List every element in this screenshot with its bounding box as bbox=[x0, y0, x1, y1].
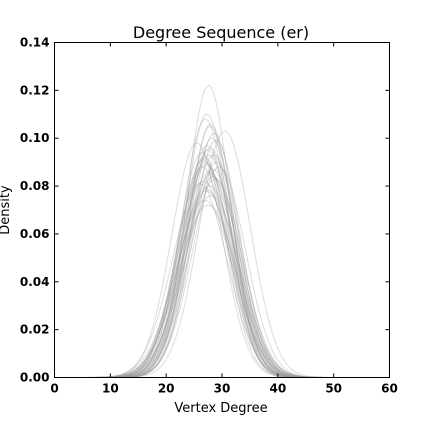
curves-group bbox=[54, 85, 390, 378]
y-tick-label-4: 0.08 bbox=[20, 179, 50, 193]
x-tick-label-40: 40 bbox=[269, 382, 286, 396]
y-tick-label-7: 0.14 bbox=[20, 36, 50, 50]
y-tick-label-5: 0.10 bbox=[20, 131, 50, 145]
density-curve-29 bbox=[54, 123, 390, 378]
y-tick-label-6: 0.12 bbox=[20, 83, 50, 97]
density-curve-13 bbox=[54, 199, 390, 378]
density-curve-14 bbox=[54, 125, 390, 378]
density-curve-17 bbox=[54, 180, 390, 378]
chart-title: Degree Sequence (er) bbox=[133, 23, 309, 42]
y-ticks-group: 0.00 0.02 0.04 0.06 0.08 0.10 0.12 0.14 bbox=[20, 36, 390, 385]
x-tick-label-50: 50 bbox=[325, 382, 342, 396]
x-axis-label: Vertex Degree bbox=[174, 401, 267, 416]
density-curve-28 bbox=[54, 204, 390, 378]
y-tick-label-2: 0.04 bbox=[20, 275, 50, 289]
x-tick-label-0: 0 bbox=[50, 382, 58, 396]
x-tick-label-20: 20 bbox=[158, 382, 175, 396]
y-tick-label-0: 0.00 bbox=[20, 371, 50, 385]
x-tick-label-60: 60 bbox=[381, 382, 398, 396]
plot-frame bbox=[54, 42, 390, 378]
y-tick-label-3: 0.06 bbox=[20, 227, 50, 241]
x-ticks-group: 0 10 20 30 40 50 60 bbox=[50, 42, 398, 396]
y-axis-label: Density bbox=[0, 185, 13, 235]
y-tick-label-1: 0.02 bbox=[20, 323, 50, 337]
density-curve-10 bbox=[54, 85, 390, 378]
x-tick-label-30: 30 bbox=[214, 382, 231, 396]
x-tick-label-10: 10 bbox=[102, 382, 119, 396]
